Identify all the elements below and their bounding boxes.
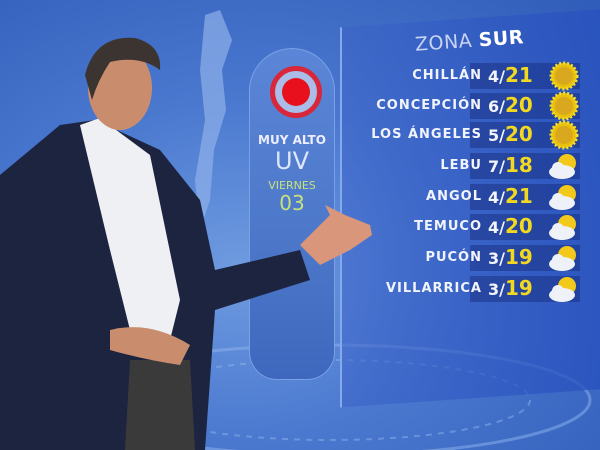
max-temp: 18: [504, 153, 533, 177]
min-temp: 7/: [488, 157, 505, 176]
uv-date: 03: [279, 191, 305, 215]
city-name: LOS ÁNGELES: [371, 127, 482, 142]
forecast-row: LOS ÁNGELES 5/20: [360, 120, 600, 150]
temperature: 3/19: [488, 276, 533, 300]
city-name: TEMUCO: [414, 219, 482, 234]
max-temp: 19: [504, 245, 533, 269]
uv-label: UV: [275, 147, 309, 175]
min-temp: 5/: [488, 126, 505, 145]
partly-cloudy-icon: [548, 151, 580, 181]
city-name: CONCEPCIÓN: [376, 98, 482, 113]
temperature: 5/20: [488, 122, 533, 146]
forecast-row: TEMUCO 4/20: [360, 213, 600, 241]
sun-icon: [548, 91, 580, 121]
temperature: 4/21: [488, 63, 533, 87]
temperature: 3/19: [488, 245, 533, 269]
partly-cloudy-icon: [548, 212, 580, 242]
temperature: 4/21: [488, 184, 533, 208]
city-name: CHILLÁN: [412, 68, 482, 83]
forecast-row: CONCEPCIÓN 6/20: [360, 91, 600, 121]
forecast-row: LEBU 7/18: [360, 152, 600, 180]
partly-cloudy-icon: [548, 274, 580, 304]
chile-map-silhouette: [195, 10, 232, 230]
forecast-row: CHILLÁN 4/21: [360, 61, 600, 91]
temperature: 6/20: [488, 93, 533, 117]
min-temp: 4/: [488, 188, 505, 207]
min-temp: 3/: [488, 280, 505, 299]
temperature: 4/20: [488, 214, 533, 238]
max-temp: 21: [504, 184, 533, 208]
max-temp: 20: [504, 93, 533, 117]
max-temp: 19: [504, 276, 533, 300]
sun-icon: [548, 120, 580, 150]
temperature: 7/18: [488, 153, 533, 177]
min-temp: 3/: [488, 249, 505, 268]
city-name: LEBU: [440, 158, 482, 173]
max-temp: 20: [504, 122, 533, 146]
uv-index-card: MUY ALTO UV VIERNES 03: [249, 48, 335, 380]
forecast-row: PUCÓN 3/19: [360, 244, 600, 272]
sun-icon: [548, 61, 580, 91]
max-temp: 20: [504, 214, 533, 238]
uv-level: MUY ALTO: [258, 133, 326, 147]
partly-cloudy-icon: [548, 182, 580, 212]
city-name: PUCÓN: [425, 250, 482, 265]
min-temp: 4/: [488, 218, 505, 237]
min-temp: 6/: [488, 97, 505, 116]
presenter-hand: [300, 205, 372, 265]
partly-cloudy-icon: [548, 243, 580, 273]
forecast-row: ANGOL 4/21: [360, 183, 600, 211]
max-temp: 21: [504, 63, 533, 87]
uv-day: VIERNES: [268, 179, 316, 192]
city-name: ANGOL: [426, 189, 482, 204]
uv-target-icon: [270, 66, 322, 118]
forecast-row: VILLARRICA 3/19: [360, 275, 600, 303]
min-temp: 4/: [488, 67, 505, 86]
city-name: VILLARRICA: [386, 281, 482, 296]
